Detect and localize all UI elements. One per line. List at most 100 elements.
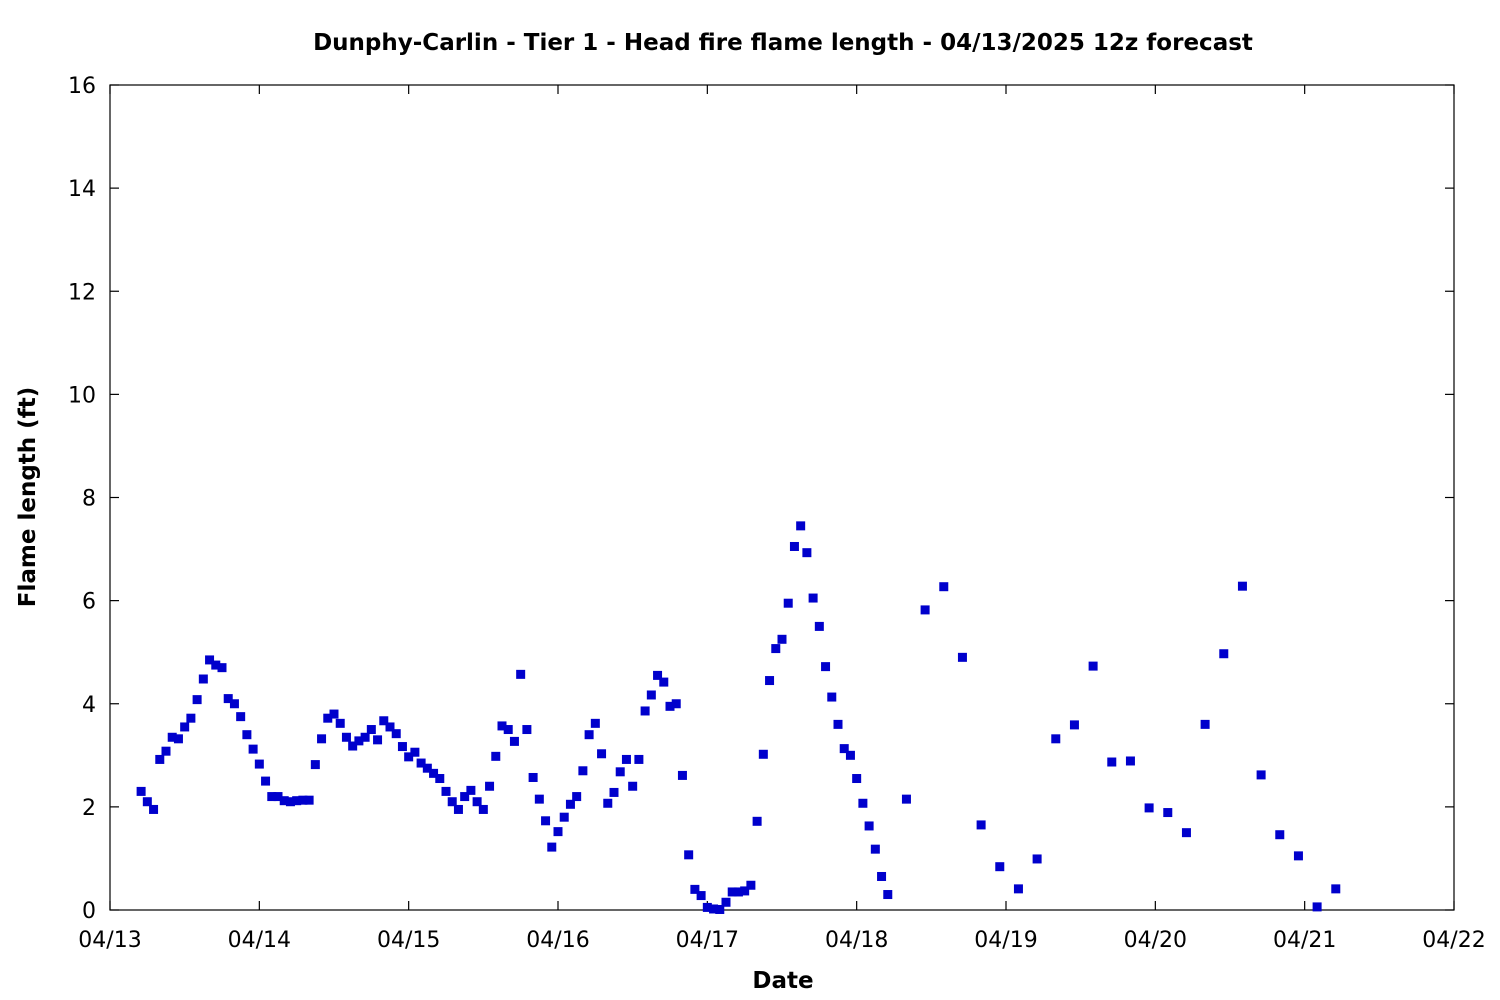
x-tick-label: 04/13 xyxy=(78,928,141,953)
data-point xyxy=(142,797,152,807)
data-point xyxy=(845,750,855,760)
data-point xyxy=(373,735,383,745)
data-point xyxy=(366,725,376,735)
data-point xyxy=(765,676,775,686)
data-point xyxy=(441,786,451,796)
data-point xyxy=(348,741,358,751)
x-tick-label: 04/17 xyxy=(676,928,739,953)
data-point xyxy=(466,785,476,795)
data-point xyxy=(640,706,650,716)
data-point xyxy=(733,887,743,897)
data-point xyxy=(242,730,252,740)
data-point xyxy=(814,621,824,631)
data-point xyxy=(422,763,432,773)
data-point xyxy=(447,797,457,807)
data-point xyxy=(229,699,239,709)
data-point xyxy=(155,754,165,764)
data-point xyxy=(839,744,849,754)
data-point xyxy=(609,787,619,797)
data-point xyxy=(429,768,439,778)
data-point xyxy=(503,725,513,735)
x-axis: 04/13 04/14 04/15 04/16 04/17 04/18 04/19 04/20… xyxy=(78,85,1486,953)
data-point xyxy=(167,732,177,742)
x-tick-label: 04/22 xyxy=(1422,928,1485,953)
data-point xyxy=(516,669,526,679)
data-point xyxy=(522,725,532,735)
data-point xyxy=(709,904,719,914)
data-point xyxy=(1069,720,1079,730)
data-point xyxy=(1013,884,1023,894)
data-point xyxy=(285,797,295,807)
data-point xyxy=(205,655,215,665)
data-point xyxy=(1163,808,1173,818)
data-point xyxy=(292,796,302,806)
data-point xyxy=(453,804,463,814)
data-point xyxy=(485,781,495,791)
data-point xyxy=(957,652,967,662)
data-point xyxy=(1331,884,1341,894)
data-point xyxy=(1200,719,1210,729)
data-point xyxy=(416,758,426,768)
y-tick-label: 16 xyxy=(68,74,96,99)
data-point xyxy=(248,744,258,754)
data-point xyxy=(217,663,227,673)
data-point xyxy=(304,795,314,805)
data-point xyxy=(410,747,420,757)
data-point xyxy=(541,816,551,826)
data-point xyxy=(136,786,146,796)
data-point xyxy=(186,713,196,723)
data-point xyxy=(379,716,389,726)
data-point xyxy=(460,792,470,802)
data-point xyxy=(603,798,613,808)
data-point xyxy=(634,754,644,764)
data-point xyxy=(715,904,725,914)
data-point xyxy=(236,712,246,722)
y-tick-label: 6 xyxy=(82,590,96,615)
data-point xyxy=(323,713,333,723)
data-point xyxy=(615,767,625,777)
data-point xyxy=(559,812,569,822)
data-point xyxy=(1237,581,1247,591)
x-tick-label: 04/21 xyxy=(1273,928,1336,953)
data-point xyxy=(1088,661,1098,671)
plot-area-frame xyxy=(109,84,1455,911)
data-point xyxy=(659,677,669,687)
data-point xyxy=(397,742,407,752)
y-tick-label: 0 xyxy=(82,899,96,924)
data-point xyxy=(746,880,756,890)
data-point xyxy=(789,541,799,551)
data-point xyxy=(1219,649,1229,659)
data-point xyxy=(329,709,339,719)
data-point xyxy=(254,759,264,769)
data-point xyxy=(173,734,183,744)
data-point xyxy=(1256,770,1266,780)
data-point xyxy=(696,891,706,901)
data-point xyxy=(1125,756,1135,766)
data-point xyxy=(783,598,793,608)
data-point xyxy=(771,644,781,654)
data-point xyxy=(646,690,656,700)
data-point xyxy=(976,820,986,830)
data-point xyxy=(198,674,208,684)
data-point xyxy=(852,774,862,784)
data-point xyxy=(653,670,663,680)
data-point xyxy=(1144,803,1154,813)
data-point xyxy=(752,816,762,826)
data-point xyxy=(920,605,930,615)
data-point xyxy=(802,548,812,558)
data-point xyxy=(341,732,351,742)
data-point xyxy=(597,749,607,759)
data-point xyxy=(335,718,345,728)
data-point xyxy=(478,804,488,814)
data-point xyxy=(354,736,364,746)
y-tick-label: 2 xyxy=(82,796,96,821)
data-point xyxy=(267,792,277,802)
data-point xyxy=(1051,734,1061,744)
x-tick-label: 04/14 xyxy=(228,928,291,953)
y-tick-label: 14 xyxy=(68,177,96,202)
x-tick-label: 04/19 xyxy=(974,928,1037,953)
y-axis-label: Flame length (ft) xyxy=(15,387,41,607)
data-point xyxy=(572,792,582,802)
data-point xyxy=(758,749,768,759)
data-point xyxy=(1032,854,1042,864)
